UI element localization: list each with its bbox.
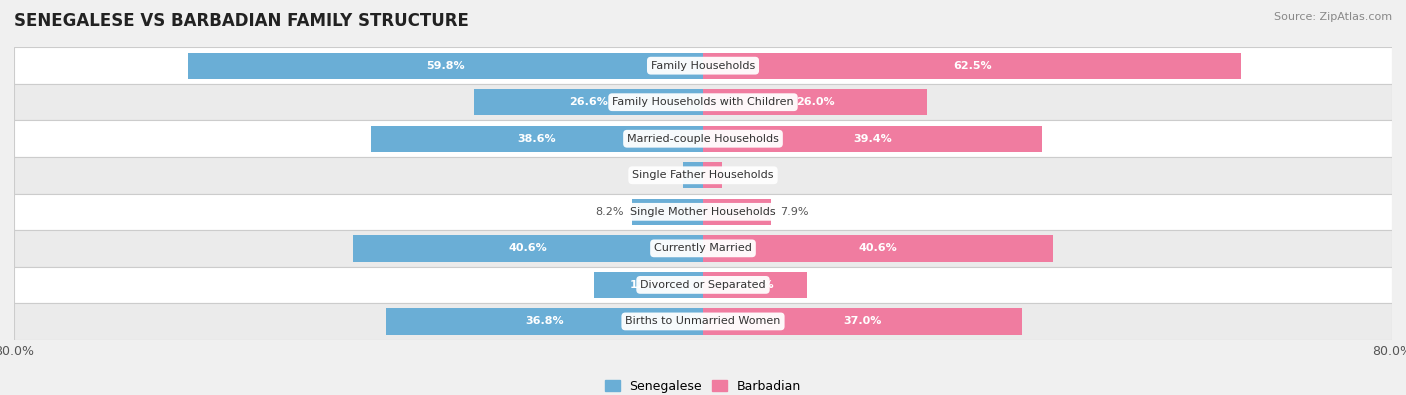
Bar (595, 272, 703, 298)
Bar (14, 230, 1392, 267)
Text: 40.6%: 40.6% (859, 243, 897, 253)
Text: 38.6%: 38.6% (517, 134, 557, 144)
Text: Source: ZipAtlas.com: Source: ZipAtlas.com (1274, 12, 1392, 22)
Text: Married-couple Households: Married-couple Households (627, 134, 779, 144)
Text: Family Households with Children: Family Households with Children (612, 97, 794, 107)
Bar (703, 126, 1042, 152)
Bar (14, 267, 1392, 303)
Text: 26.6%: 26.6% (569, 97, 607, 107)
Bar (633, 199, 703, 225)
Text: 26.0%: 26.0% (796, 97, 834, 107)
Text: 7.9%: 7.9% (780, 207, 808, 217)
Text: 2.2%: 2.2% (731, 170, 759, 180)
Bar (703, 272, 807, 298)
Text: 59.8%: 59.8% (426, 61, 465, 71)
Bar (703, 89, 927, 115)
Text: 40.6%: 40.6% (509, 243, 547, 253)
Text: Divorced or Separated: Divorced or Separated (640, 280, 766, 290)
Bar (188, 53, 703, 79)
Bar (703, 199, 770, 225)
Bar (474, 89, 703, 115)
Bar (14, 157, 1392, 194)
Text: 8.2%: 8.2% (595, 207, 624, 217)
Text: 12.1%: 12.1% (735, 280, 775, 290)
Text: Single Father Households: Single Father Households (633, 170, 773, 180)
Text: Births to Unmarried Women: Births to Unmarried Women (626, 316, 780, 326)
Text: SENEGALESE VS BARBADIAN FAMILY STRUCTURE: SENEGALESE VS BARBADIAN FAMILY STRUCTURE (14, 12, 470, 30)
Bar (703, 162, 721, 188)
Text: 36.8%: 36.8% (526, 316, 564, 326)
Text: Family Households: Family Households (651, 61, 755, 71)
Bar (353, 235, 703, 261)
Bar (703, 53, 1241, 79)
Text: 2.3%: 2.3% (647, 170, 675, 180)
Bar (387, 308, 703, 335)
Bar (14, 194, 1392, 230)
Bar (14, 120, 1392, 157)
Bar (14, 303, 1392, 340)
Legend: Senegalese, Barbadian: Senegalese, Barbadian (599, 375, 807, 395)
Bar (703, 235, 1053, 261)
Text: 62.5%: 62.5% (953, 61, 991, 71)
Text: 12.6%: 12.6% (630, 280, 668, 290)
Bar (371, 126, 703, 152)
Text: 37.0%: 37.0% (844, 316, 882, 326)
Bar (14, 84, 1392, 120)
Text: Single Mother Households: Single Mother Households (630, 207, 776, 217)
Bar (683, 162, 703, 188)
Bar (703, 308, 1022, 335)
Bar (14, 47, 1392, 84)
Text: 39.4%: 39.4% (853, 134, 891, 144)
Text: Currently Married: Currently Married (654, 243, 752, 253)
